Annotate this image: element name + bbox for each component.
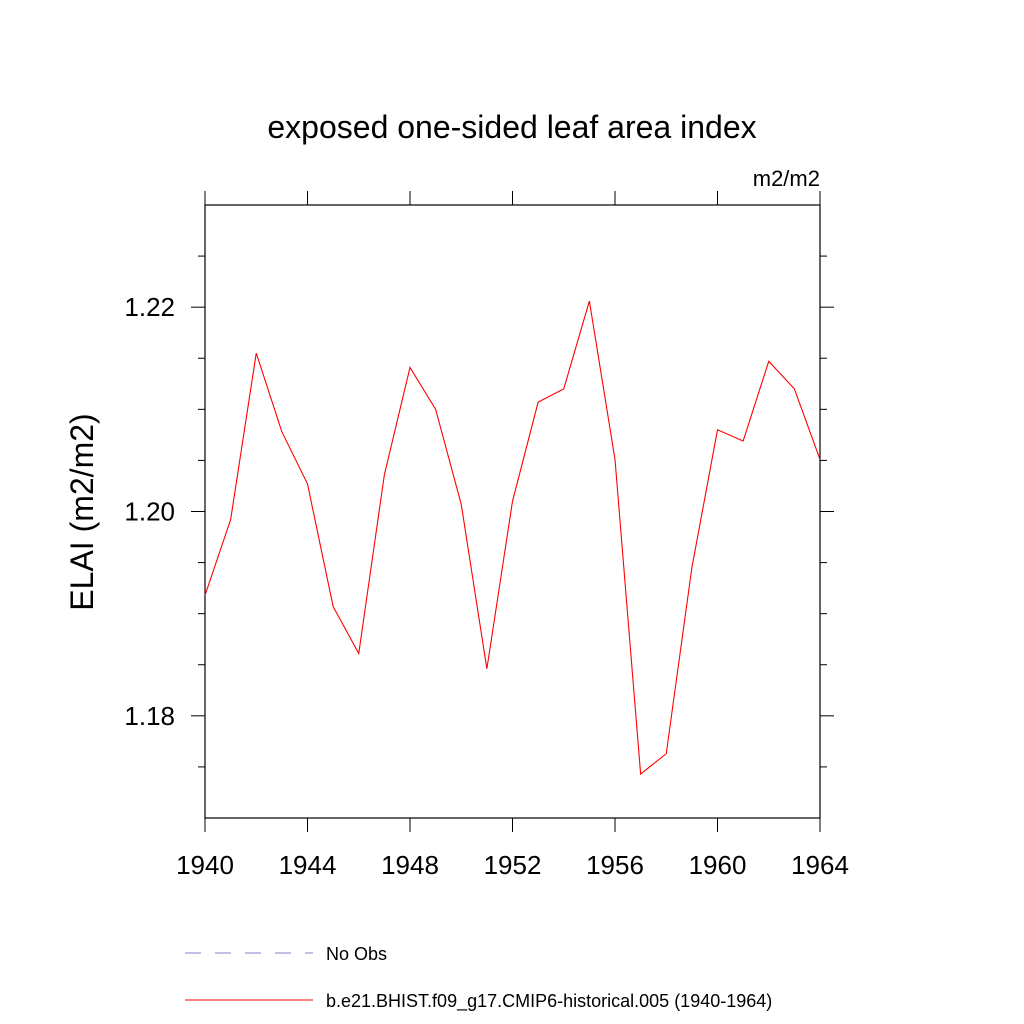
- data-point: [767, 360, 770, 363]
- y-axis-label: ELAI (m2/m2): [64, 413, 100, 610]
- data-point: [204, 594, 207, 597]
- x-tick-label: 1940: [176, 850, 234, 880]
- data-point: [357, 652, 360, 655]
- units-label: m2/m2: [753, 166, 820, 191]
- x-tick-label: 1956: [586, 850, 644, 880]
- legend-label-no-obs: No Obs: [326, 944, 387, 964]
- legend-label-model: b.e21.BHIST.f09_g17.CMIP6-historical.005…: [326, 991, 772, 1012]
- data-point: [690, 566, 693, 569]
- data-point: [306, 482, 309, 485]
- data-point: [588, 300, 591, 303]
- data-point: [280, 430, 283, 433]
- data-point: [562, 387, 565, 390]
- data-point: [511, 500, 514, 503]
- data-point: [255, 352, 258, 355]
- data-point: [485, 667, 488, 670]
- axis-ticks: [191, 191, 834, 832]
- data-point: [742, 440, 745, 443]
- data-point: [460, 503, 463, 506]
- data-point: [434, 408, 437, 411]
- y-tick-label: 1.20: [124, 497, 175, 527]
- x-tick-label: 1952: [484, 850, 542, 880]
- x-tick-label: 1964: [791, 850, 849, 880]
- x-tick-label: 1944: [279, 850, 337, 880]
- data-point: [819, 458, 822, 461]
- y-tick-label: 1.22: [124, 292, 175, 322]
- chart-title: exposed one-sided leaf area index: [267, 109, 756, 145]
- tick-labels: 1940 1944 1948 1952 1956 1960 1964 1.18 1.20 1.22: [124, 292, 849, 880]
- data-point: [665, 752, 668, 755]
- data-point: [639, 773, 642, 776]
- series-line: [204, 300, 821, 776]
- x-tick-label: 1948: [381, 850, 439, 880]
- data-point: [793, 387, 796, 390]
- data-point: [383, 473, 386, 476]
- legend: No Obs b.e21.BHIST.f09_g17.CMIP6-histori…: [185, 944, 772, 1012]
- data-point: [229, 518, 232, 521]
- y-tick-label: 1.18: [124, 701, 175, 731]
- data-point: [614, 458, 617, 461]
- data-point: [332, 605, 335, 608]
- data-point: [716, 428, 719, 431]
- data-point: [409, 366, 412, 369]
- plot-frame: [204, 204, 821, 819]
- x-tick-label: 1960: [689, 850, 747, 880]
- data-point: [537, 401, 540, 404]
- data-points: [204, 300, 822, 776]
